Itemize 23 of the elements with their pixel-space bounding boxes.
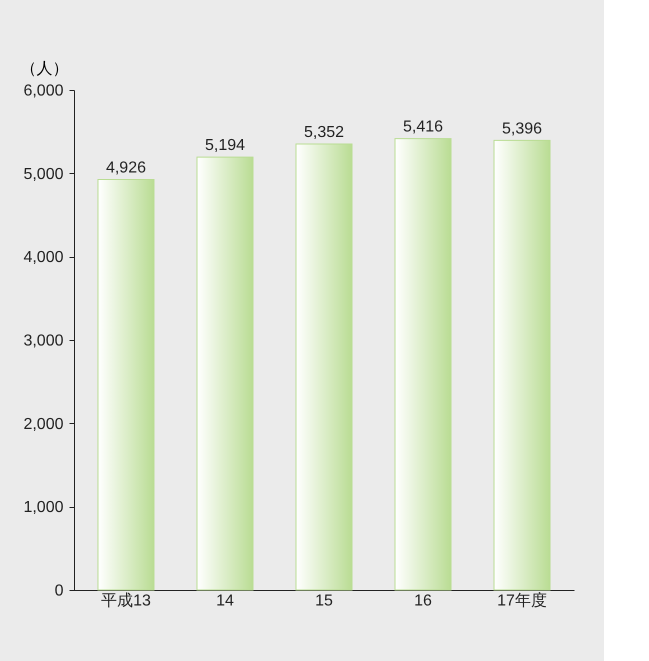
y-tick-label: 1,000 (23, 499, 64, 516)
bar (394, 138, 452, 590)
x-tick-label: 16 (414, 592, 432, 610)
bar (296, 144, 352, 590)
y-tick-label: 4,000 (23, 249, 64, 266)
x-tick-label: 14 (216, 592, 234, 610)
data-label: 5,194 (204, 137, 246, 154)
data-label: 5,396 (502, 120, 542, 138)
y-axis-title: （人） (20, 60, 68, 78)
x-tick-label: 平成13 (101, 592, 151, 610)
x-tick-label: 17年度 (497, 592, 547, 610)
y-tick-label: 2,000 (23, 416, 64, 433)
bar (196, 156, 254, 590)
bar (494, 140, 551, 590)
y-tick-label: 6,000 (23, 82, 64, 100)
bar (97, 179, 154, 590)
y-tick-label: 3,000 (23, 332, 64, 350)
y-tick-label: 5,000 (23, 166, 64, 183)
data-label: 4,926 (106, 160, 146, 176)
data-label: 5,352 (304, 124, 344, 141)
y-tick-label: 0 (54, 582, 64, 600)
x-tick-label: 15 (315, 592, 333, 610)
data-label: 5,416 (402, 118, 444, 136)
